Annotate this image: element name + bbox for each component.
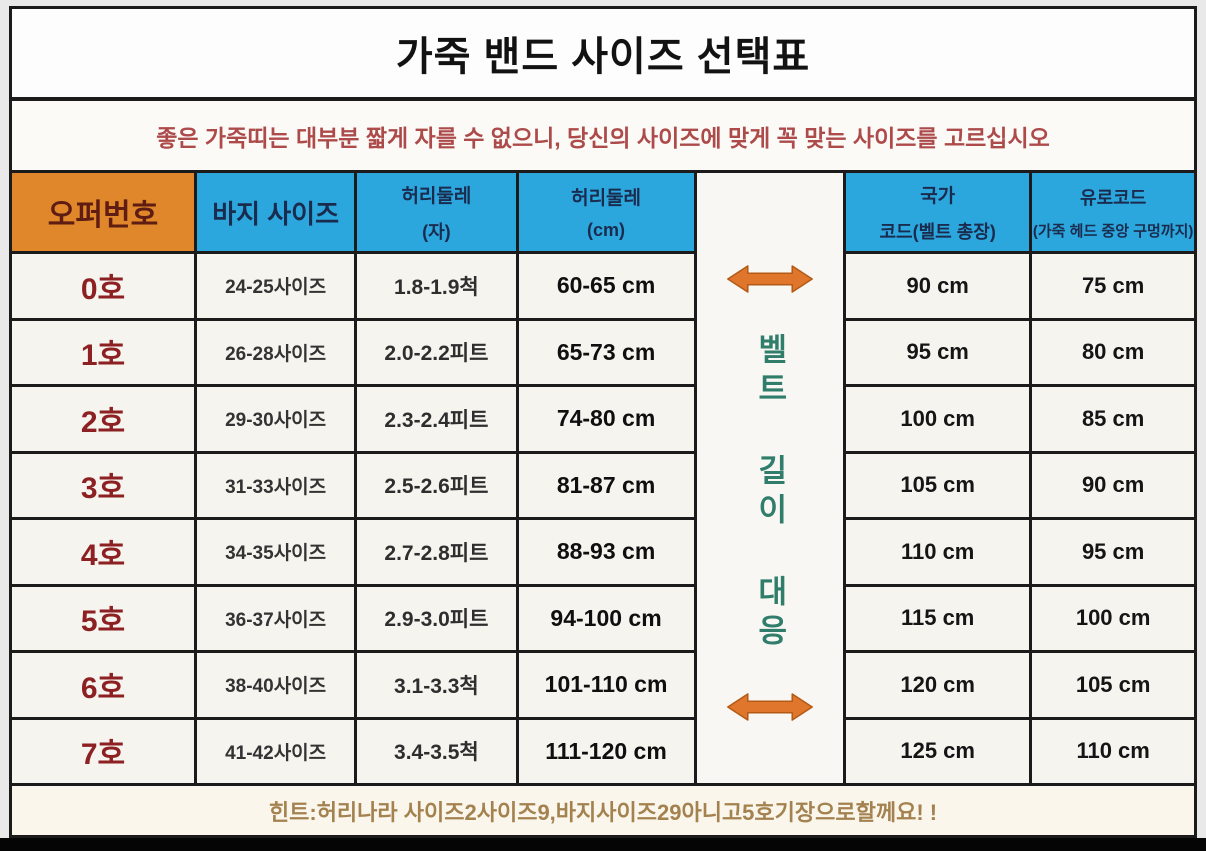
size-chart-panel: 가죽 밴드 사이즈 선택표 좋은 가죽띠는 대부분 짧게 자를 수 없으니, 당… xyxy=(9,6,1197,838)
order-no-cell: 2호 xyxy=(12,387,195,451)
header-waist-chi: 허리둘레 (자) xyxy=(357,173,516,251)
header-euro-code: 유로코드 (가죽 헤드 중앙 구멍까지) xyxy=(1032,173,1194,251)
waist-cm-cell: 101-110 cm xyxy=(518,653,694,717)
title-section: 가죽 밴드 사이즈 선택표 xyxy=(12,9,1194,101)
header-order-no: 오퍼번호 xyxy=(12,173,195,251)
header-waist-chi-line2: (자) xyxy=(422,221,451,242)
waist-cm-cell: 81-87 cm xyxy=(518,453,694,517)
belt-length-label: 벨트 길이 대응 xyxy=(752,333,788,653)
waist-cm-cell: 65-73 cm xyxy=(518,320,694,384)
order-no-cell: 6호 xyxy=(12,653,195,717)
double-arrow-icon xyxy=(726,693,813,721)
footer-hint-section: 힌트:허리나라 사이즈2사이즈9,바지사이즈29아니고5호기장으로할께요! ! xyxy=(12,783,1194,835)
header-euro-code-line1: 유로코드 xyxy=(1080,187,1147,208)
header-national-code-line2: 코드(벨트 총장) xyxy=(879,221,996,242)
waist-chi-cell: 1.8-1.9척 xyxy=(357,254,516,318)
order-no-cell: 5호 xyxy=(12,586,195,650)
waist-cm-cell: 74-80 cm xyxy=(518,387,694,451)
pants-size-cell: 24-25사이즈 xyxy=(197,254,355,318)
belt-length-column: 벨트 길이 대응 xyxy=(696,173,844,783)
order-no-cell: 1호 xyxy=(12,320,195,384)
national-code-cell: 95 cm xyxy=(846,320,1030,384)
page-title: 가죽 밴드 사이즈 선택표 xyxy=(395,35,811,79)
header-national-code: 국가 코드(벨트 총장) xyxy=(846,173,1030,251)
header-waist-cm: 허리둘레 (cm) xyxy=(518,173,694,251)
pants-size-cell: 31-33사이즈 xyxy=(197,453,355,517)
waist-cm-cell: 60-65 cm xyxy=(518,254,694,318)
header-waist-chi-line1: 허리둘레 xyxy=(401,185,472,207)
footer-hint-text: 힌트:허리나라 사이즈2사이즈9,바지사이즈29아니고5호기장으로할께요! ! xyxy=(268,799,938,825)
bottom-black-bar xyxy=(0,838,1206,851)
national-code-cell: 105 cm xyxy=(846,453,1030,517)
header-pants-size: 바지 사이즈 xyxy=(197,173,355,251)
header-waist-cm-line1: 허리둘레 xyxy=(571,188,642,209)
waist-chi-cell: 3.4-3.5척 xyxy=(357,719,516,783)
euro-code-cell: 90 cm xyxy=(1032,453,1194,517)
national-code-cell: 110 cm xyxy=(846,520,1030,584)
national-code-cell: 125 cm xyxy=(846,719,1030,783)
header-waist-cm-line2: (cm) xyxy=(587,220,626,240)
order-no-cell: 4호 xyxy=(12,520,195,584)
order-no-cell: 3호 xyxy=(12,453,195,517)
pants-size-cell: 34-35사이즈 xyxy=(197,520,355,584)
national-code-cell: 120 cm xyxy=(846,653,1030,717)
pants-size-cell: 29-30사이즈 xyxy=(197,387,355,451)
euro-code-cell: 105 cm xyxy=(1032,653,1194,717)
waist-chi-cell: 2.5-2.6피트 xyxy=(357,453,516,517)
national-code-cell: 100 cm xyxy=(846,387,1030,451)
pants-size-cell: 38-40사이즈 xyxy=(197,653,355,717)
order-no-cell: 7호 xyxy=(12,719,195,783)
pants-size-cell: 41-42사이즈 xyxy=(197,719,355,783)
euro-code-cell: 80 cm xyxy=(1032,320,1194,384)
waist-cm-cell: 94-100 cm xyxy=(518,586,694,650)
waist-chi-cell: 2.3-2.4피트 xyxy=(357,387,516,451)
euro-code-cell: 75 cm xyxy=(1032,254,1194,318)
pants-size-cell: 36-37사이즈 xyxy=(197,586,355,650)
euro-code-cell: 100 cm xyxy=(1032,586,1194,650)
waist-chi-cell: 2.0-2.2피트 xyxy=(357,320,516,384)
waist-chi-cell: 3.1-3.3척 xyxy=(357,653,516,717)
header-national-code-line1: 국가 xyxy=(920,185,956,207)
waist-cm-cell: 88-93 cm xyxy=(518,520,694,584)
euro-code-cell: 110 cm xyxy=(1032,719,1194,783)
national-code-cell: 115 cm xyxy=(846,586,1030,650)
euro-code-cell: 95 cm xyxy=(1032,520,1194,584)
euro-code-cell: 85 cm xyxy=(1032,387,1194,451)
waist-chi-cell: 2.7-2.8피트 xyxy=(357,520,516,584)
subtitle-warning-text: 좋은 가죽띠는 대부분 짧게 자를 수 없으니, 당신의 사이즈에 맞게 꼭 맞… xyxy=(156,124,1050,151)
national-code-cell: 90 cm xyxy=(846,254,1030,318)
waist-chi-cell: 2.9-3.0피트 xyxy=(357,586,516,650)
order-no-cell: 0호 xyxy=(12,254,195,318)
header-euro-code-line2: (가죽 헤드 중앙 구멍까지) xyxy=(1032,222,1194,240)
subtitle-section: 좋은 가죽띠는 대부분 짧게 자를 수 없으니, 당신의 사이즈에 맞게 꼭 맞… xyxy=(12,101,1194,173)
waist-cm-cell: 111-120 cm xyxy=(518,719,694,783)
size-table: 오퍼번호 바지 사이즈 허리둘레 (자) 허리둘레 (cm) 벨트 길이 대응 xyxy=(12,173,1194,783)
pants-size-cell: 26-28사이즈 xyxy=(197,320,355,384)
double-arrow-icon xyxy=(726,265,813,293)
